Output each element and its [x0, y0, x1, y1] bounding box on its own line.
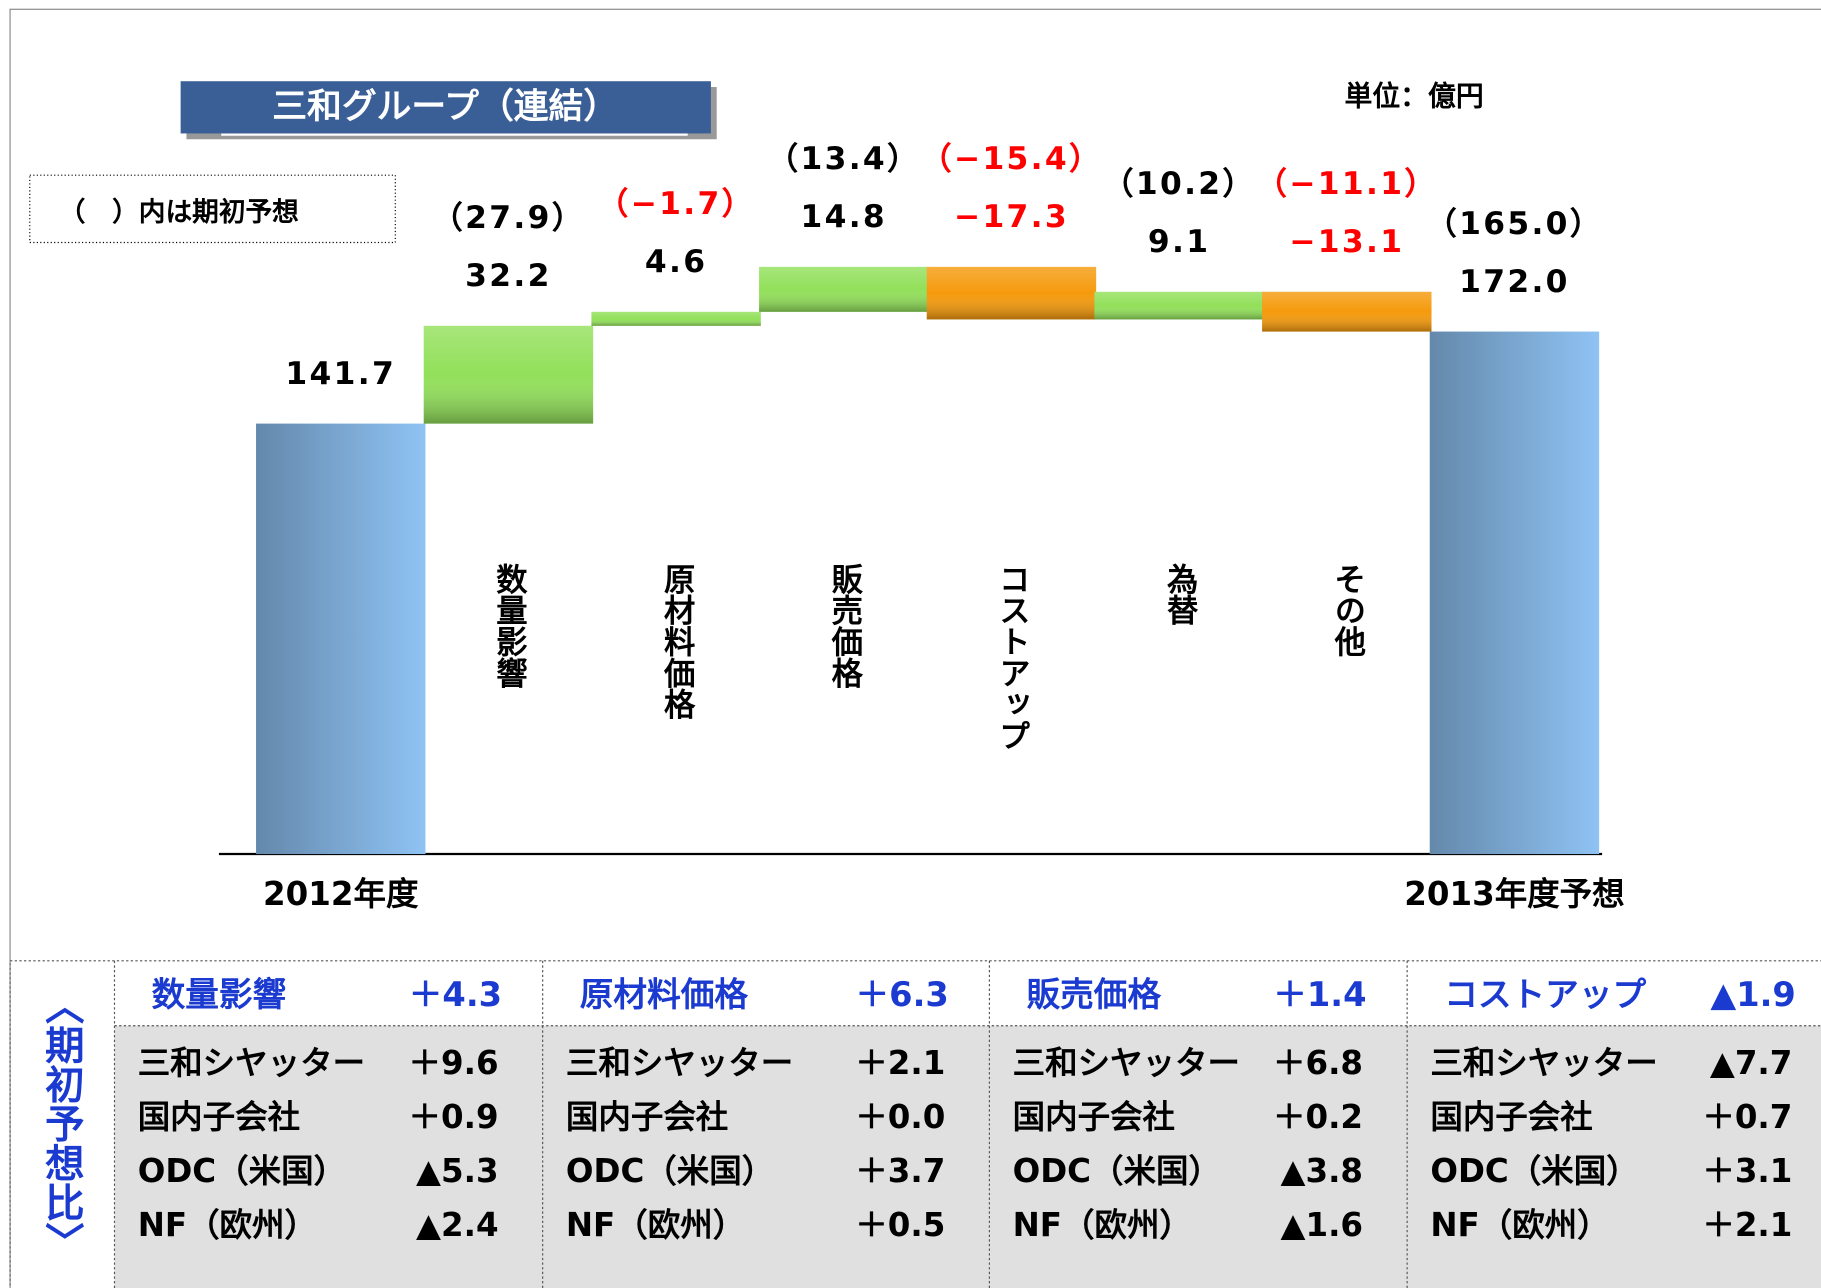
row-name: ODC（米国） — [1430, 1152, 1638, 1190]
value-label: 4.6 — [645, 244, 707, 280]
value-label: 14.8 — [801, 199, 888, 235]
chart-title: 三和グループ（連結） — [272, 87, 618, 127]
row-value: ＋3.1 — [1702, 1152, 1792, 1190]
forecast-label: （−15.4） — [920, 141, 1102, 177]
row-value: ＋3.7 — [855, 1152, 945, 1190]
unit-label: 単位：億円 — [1345, 79, 1484, 112]
panel-total: ＋1.4 — [1273, 975, 1366, 1014]
row-name: 国内子会社 — [1013, 1098, 1175, 1136]
row-value: ▲5.3 — [416, 1152, 499, 1190]
panel-name: 原材料価格 — [580, 975, 749, 1014]
value-label: 172.0 — [1459, 264, 1570, 300]
row-value: ▲1.6 — [1281, 1206, 1364, 1244]
forecast-label: （13.4） — [767, 141, 921, 177]
row-name: 三和シヤッター — [1013, 1044, 1240, 1082]
panel-total: ＋4.3 — [409, 975, 502, 1014]
value-label: 32.2 — [465, 258, 552, 294]
row-name: NF（欧州） — [1430, 1206, 1609, 1244]
row-value: ＋2.1 — [855, 1044, 945, 1082]
row-value: ＋0.0 — [855, 1098, 945, 1136]
row-name: ODC（米国） — [566, 1152, 774, 1190]
category-label: 販売価格 — [827, 562, 864, 688]
category-label: 為替 — [1162, 562, 1198, 625]
bar-shade — [1429, 331, 1600, 855]
row-name: 国内子会社 — [1430, 1098, 1592, 1136]
row-name: NF（欧州） — [566, 1206, 745, 1244]
value-label: 9.1 — [1148, 224, 1210, 260]
frame — [9, 8, 1821, 1288]
bar-shade — [1262, 291, 1432, 332]
row-value: ▲2.4 — [416, 1206, 499, 1244]
category-label: その他 — [1330, 563, 1367, 657]
forecast-label: （27.9） — [432, 200, 586, 236]
panel-name: コストアップ — [1444, 975, 1646, 1014]
row-name: 国内子会社 — [138, 1098, 300, 1136]
value-label: −13.1 — [1289, 224, 1404, 260]
bar-shade — [759, 266, 929, 312]
panel-name: 販売価格 — [1027, 975, 1162, 1014]
row-value: ＋9.6 — [409, 1044, 499, 1082]
row-name: NF（欧州） — [138, 1206, 317, 1244]
value-label: 141.7 — [285, 356, 396, 392]
row-name: ODC（米国） — [138, 1152, 346, 1190]
forecast-label: （−11.1） — [1256, 166, 1438, 202]
panel-total: ▲1.9 — [1710, 975, 1795, 1014]
row-name: NF（欧州） — [1013, 1206, 1192, 1244]
row-value: ＋6.8 — [1273, 1044, 1363, 1082]
row-name: 三和シヤッター — [566, 1044, 793, 1082]
category-label: 原材料価格 — [659, 563, 696, 720]
row-name: ODC（米国） — [1013, 1152, 1221, 1190]
category-label: コストアップ — [994, 563, 1030, 751]
row-name: 三和シヤッター — [1430, 1044, 1657, 1082]
breakdown-title: 〈期初予想比〉 — [38, 985, 84, 1261]
row-value: ＋0.9 — [409, 1098, 499, 1136]
bar-shade — [256, 423, 426, 855]
note: （ ）内は期初予想 — [59, 197, 299, 228]
row-value: ＋0.7 — [1702, 1098, 1792, 1136]
row-value: ▲3.8 — [1281, 1152, 1364, 1190]
note-box — [29, 174, 396, 244]
forecast-label: （165.0） — [1426, 206, 1604, 242]
forecast-label: （−1.7） — [597, 186, 755, 222]
title-box — [180, 81, 711, 134]
value-label: −17.3 — [954, 199, 1069, 235]
forecast-label: （10.2） — [1102, 166, 1256, 202]
row-value: ＋0.5 — [855, 1206, 945, 1244]
bar-shade — [423, 325, 594, 424]
row-value: ＋2.1 — [1702, 1206, 1792, 1244]
panel-name: 数量影響 — [152, 975, 287, 1014]
bar-shade — [591, 311, 761, 326]
category-label: 2012年度 — [263, 875, 419, 913]
row-value: ＋0.2 — [1273, 1098, 1363, 1136]
row-name: 国内子会社 — [566, 1098, 728, 1136]
bar-shade — [1094, 291, 1264, 320]
table-frame — [9, 960, 1821, 1288]
row-name: 三和シヤッター — [138, 1044, 365, 1082]
category-label: 数量影響 — [491, 562, 527, 688]
category-label: 2013年度予想 — [1404, 875, 1624, 913]
panel-total: ＋6.3 — [856, 975, 949, 1014]
bar-shade — [926, 266, 1097, 320]
table-body-bg — [114, 1025, 1821, 1288]
row-value: ▲7.7 — [1710, 1044, 1793, 1082]
